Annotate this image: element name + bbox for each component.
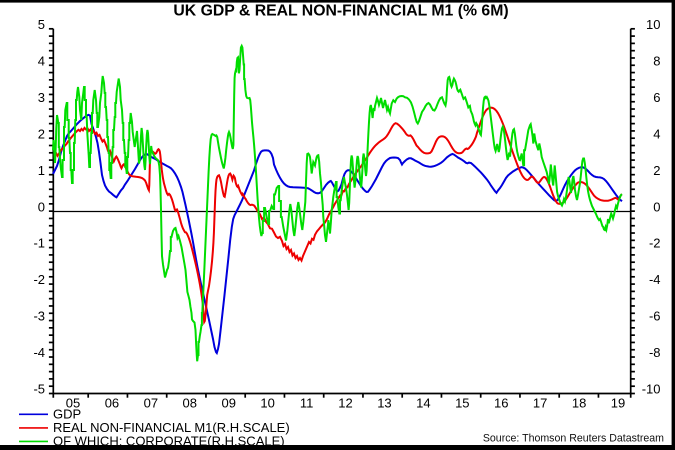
svg-text:11: 11 [300,396,314,411]
svg-text:1: 1 [38,163,45,178]
svg-text:-5: -5 [33,382,45,397]
svg-text:4: 4 [38,53,45,68]
svg-text:2: 2 [653,163,660,178]
svg-text:17: 17 [533,396,547,411]
svg-text:REAL NON-FINANCIAL M1(R.H.SCAL: REAL NON-FINANCIAL M1(R.H.SCALE) [53,420,290,435]
svg-text:6: 6 [653,90,660,105]
svg-text:16: 16 [494,396,508,411]
svg-text:2: 2 [38,126,45,141]
svg-text:10: 10 [646,17,660,32]
svg-text:0: 0 [38,199,45,214]
svg-text:15: 15 [455,396,469,411]
svg-text:09: 09 [221,396,235,411]
svg-text:18: 18 [572,396,586,411]
svg-text:GDP: GDP [53,407,81,422]
svg-text:07: 07 [144,396,158,411]
svg-text:14: 14 [416,396,430,411]
svg-text:19: 19 [611,396,625,411]
svg-text:12: 12 [338,396,352,411]
svg-text:8: 8 [653,53,660,68]
svg-text:0: 0 [653,199,660,214]
svg-text:Source: Thomson Reuters Datast: Source: Thomson Reuters Datastream [483,432,664,444]
svg-text:-4: -4 [33,345,45,360]
svg-text:-4: -4 [649,272,661,287]
svg-text:-6: -6 [649,309,661,324]
svg-text:UK GDP & REAL NON-FINANCIAL M1: UK GDP & REAL NON-FINANCIAL M1 (% 6M) [173,2,508,19]
svg-text:3: 3 [38,90,45,105]
svg-text:-1: -1 [33,236,45,251]
svg-text:08: 08 [183,396,197,411]
svg-text:-10: -10 [642,382,661,397]
svg-text:13: 13 [377,396,391,411]
svg-text:-2: -2 [649,236,661,251]
svg-text:-3: -3 [33,309,45,324]
svg-text:-8: -8 [649,345,661,360]
svg-text:05: 05 [66,396,80,411]
svg-text:4: 4 [653,126,660,141]
svg-text:10: 10 [260,396,274,411]
svg-text:-2: -2 [33,272,45,287]
svg-text:5: 5 [38,17,45,32]
svg-text:OF WHICH: CORPORATE(R.H.SCALE): OF WHICH: CORPORATE(R.H.SCALE) [53,433,285,448]
svg-text:06: 06 [105,396,119,411]
